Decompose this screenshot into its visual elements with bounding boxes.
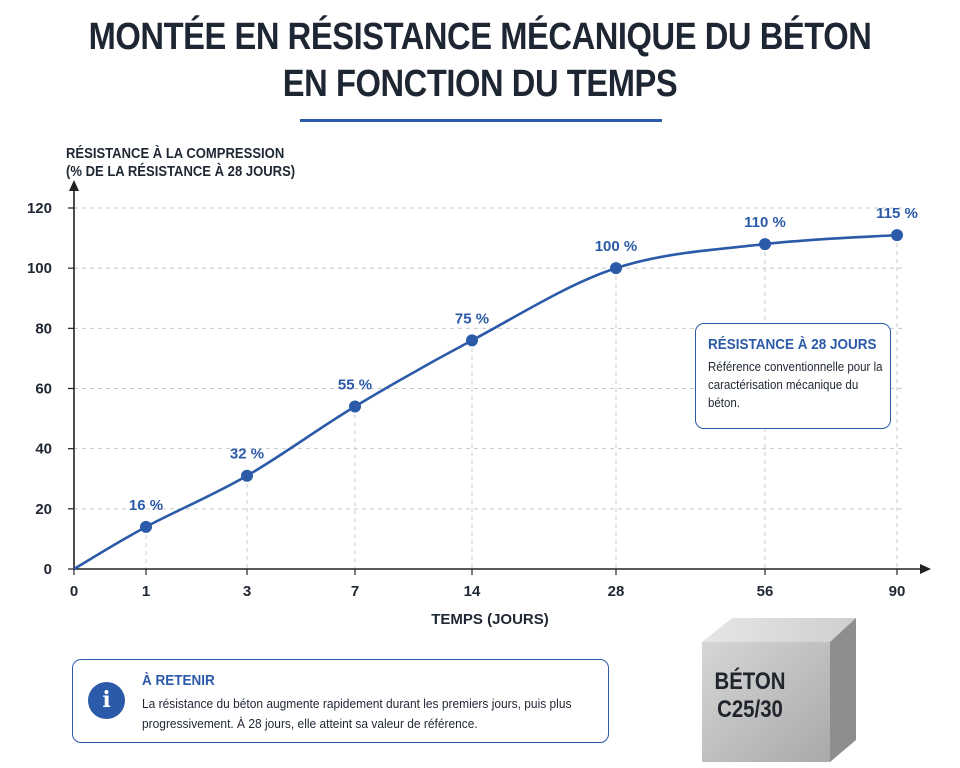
data-label: 110 %: [744, 214, 786, 231]
key-takeaway-box: i À RETENIR La résistance du béton augme…: [72, 659, 609, 743]
title-line-2: EN FONCTION DU TEMPS: [282, 63, 678, 105]
x-tick-label: 3: [243, 583, 251, 600]
y-tick-label: 60: [35, 381, 52, 398]
data-point: [349, 400, 361, 413]
x-tick-label: 0: [70, 583, 78, 600]
x-axis-label: TEMPS (JOURS): [431, 611, 549, 628]
concrete-cube-image: [702, 618, 856, 762]
data-point: [241, 469, 253, 482]
chart-series: 16 % 32 % 55 % 75 % 100 % 110 % 115 %: [73, 205, 918, 571]
data-label: 55 %: [338, 377, 372, 394]
y-tick-label: 100: [27, 260, 52, 277]
series-line: [73, 233, 898, 571]
y-tick-label: 20: [35, 501, 52, 518]
x-tick-label: 56: [757, 583, 774, 600]
y-tick-label: 80: [35, 320, 52, 337]
y-tick-label: 0: [44, 561, 52, 578]
data-label: 115 %: [876, 205, 918, 222]
info-text: La résistance du béton augmente rapideme…: [142, 696, 572, 731]
x-tick-label: 90: [889, 583, 906, 600]
data-point: [466, 334, 478, 347]
title-underline: [300, 119, 662, 122]
y-tick-label: 120: [27, 200, 52, 217]
data-label: 16 %: [129, 497, 163, 514]
y-axis-label-line-1: RÉSISTANCE À LA COMPRESSION: [66, 146, 285, 162]
chart-ticks: 0 20 40 60 80 100 120 0 1 3 7 14 28 56 90: [27, 200, 905, 600]
data-point: [759, 238, 771, 251]
callout-text: Référence conventionnelle pour la caract…: [708, 360, 883, 410]
chart-axes: [69, 180, 931, 574]
cube-label-line-1: BÉTON: [714, 668, 786, 695]
y-tick-label: 40: [35, 441, 52, 458]
cube-label: BÉTON C25/30: [708, 668, 793, 724]
info-icon: i: [88, 682, 125, 719]
data-label: 75 %: [455, 310, 489, 327]
y-axis-label: RÉSISTANCE À LA COMPRESSION (% DE LA RÉS…: [66, 145, 295, 181]
reference-callout: RÉSISTANCE À 28 JOURS Référence conventi…: [695, 323, 891, 429]
x-tick-label: 7: [351, 583, 359, 600]
data-label: 100 %: [595, 238, 638, 255]
callout-title: RÉSISTANCE À 28 JOURS: [708, 336, 877, 353]
title-line-1: MONTÉE EN RÉSISTANCE MÉCANIQUE DU BÉTON: [88, 16, 872, 58]
x-tick-label: 1: [142, 583, 150, 600]
y-axis-arrow: [69, 180, 79, 191]
info-title: À RETENIR: [142, 672, 215, 689]
cube-label-line-2: C25/30: [717, 696, 783, 723]
data-label: 32 %: [230, 446, 264, 463]
data-point: [610, 262, 622, 275]
x-tick-label: 14: [464, 583, 481, 600]
data-point: [140, 520, 152, 533]
data-point: [891, 229, 903, 242]
x-tick-label: 28: [608, 583, 625, 600]
y-axis-label-line-2: (% DE LA RÉSISTANCE À 28 JOURS): [66, 164, 296, 180]
page-title: MONTÉE EN RÉSISTANCE MÉCANIQUE DU BÉTON …: [67, 14, 893, 108]
x-axis-arrow: [920, 564, 931, 574]
